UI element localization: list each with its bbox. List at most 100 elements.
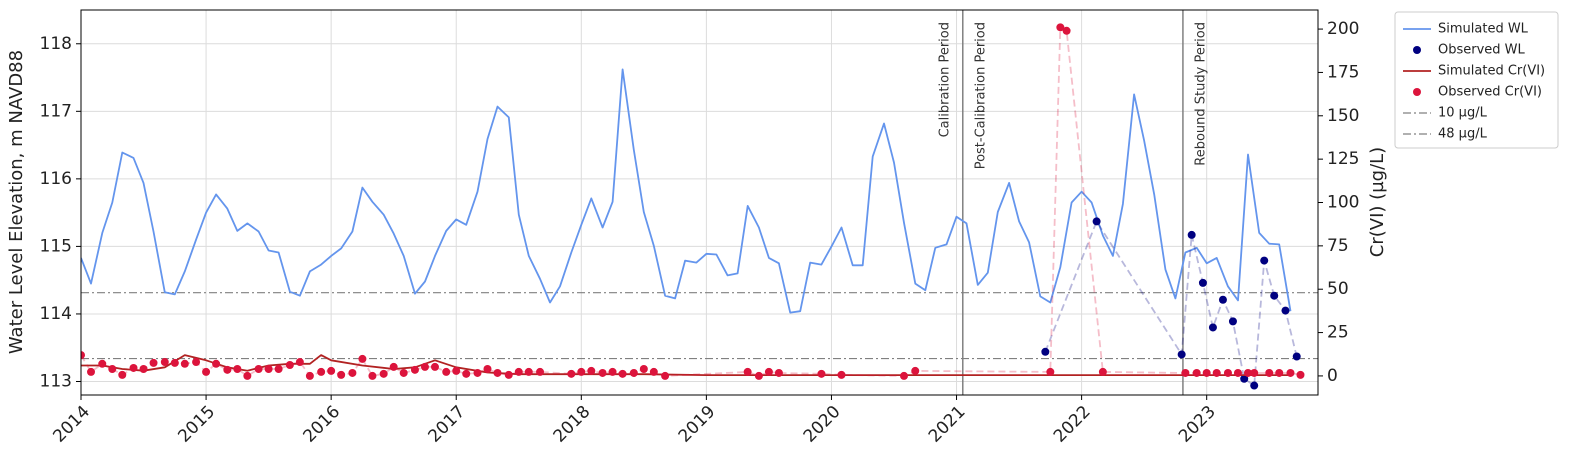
- data-point: [327, 366, 336, 375]
- data-point: [1286, 368, 1295, 377]
- data-point: [1192, 368, 1201, 377]
- data-point: [817, 369, 826, 378]
- data-point: [317, 367, 326, 376]
- legend-label: 48 µg/L: [1438, 127, 1488, 142]
- data-point: [202, 367, 211, 376]
- data-point: [254, 364, 263, 373]
- data-point: [567, 369, 576, 378]
- y2-tick-label: 0: [1327, 366, 1338, 386]
- data-point: [81, 351, 85, 360]
- data-point: [1046, 367, 1055, 376]
- data-point: [1281, 306, 1290, 315]
- data-point: [608, 367, 617, 376]
- data-point: [368, 371, 377, 380]
- data-point: [285, 360, 294, 369]
- data-point: [233, 364, 242, 373]
- data-point: [442, 367, 451, 376]
- data-point: [1041, 347, 1050, 356]
- data-point: [295, 358, 304, 367]
- x-tick-label: 2022: [1050, 402, 1095, 447]
- data-point: [774, 368, 783, 377]
- data-point: [399, 368, 408, 377]
- data-point: [1181, 368, 1190, 377]
- x-tick-label: 2020: [800, 402, 845, 447]
- legend-label: Observed Cr(VI): [1438, 85, 1542, 100]
- y-tick-label: 118: [40, 34, 72, 54]
- data-point: [1208, 323, 1217, 332]
- data-point: [1243, 368, 1252, 377]
- data-point: [264, 364, 273, 373]
- legend-box: [1394, 11, 1559, 149]
- data-point: [1296, 370, 1305, 379]
- x-tick-label: 2016: [299, 402, 344, 447]
- data-point: [192, 358, 201, 367]
- period-label: Post-Calibration Period: [973, 22, 988, 169]
- data-point: [473, 368, 482, 377]
- data-point: [1223, 368, 1232, 377]
- data-point: [493, 368, 502, 377]
- data-point: [410, 365, 419, 374]
- data-point: [1187, 230, 1196, 239]
- data-point: [108, 364, 117, 373]
- y-tick-label: 113: [40, 371, 72, 391]
- data-point: [379, 369, 388, 378]
- data-point: [348, 368, 357, 377]
- legend-label: Simulated WL: [1438, 22, 1529, 37]
- data-point: [598, 368, 607, 377]
- x-tick-label: 2023: [1175, 402, 1220, 447]
- data-point: [420, 362, 429, 371]
- data-point: [577, 367, 586, 376]
- data-point: [452, 366, 461, 375]
- data-point: [118, 370, 127, 379]
- y2-tick-label: 75: [1327, 236, 1349, 256]
- x-tick-label: 2021: [925, 402, 970, 447]
- y2-tick-label: 200: [1327, 19, 1359, 39]
- data-point: [1202, 368, 1211, 377]
- data-point: [305, 371, 314, 380]
- data-point: [1240, 374, 1249, 383]
- y2-tick-label: 150: [1327, 106, 1359, 126]
- data-point: [754, 371, 763, 380]
- data-point: [430, 362, 439, 371]
- data-point: [98, 359, 107, 368]
- legend-label: Simulated Cr(VI): [1438, 64, 1545, 79]
- data-point: [1275, 368, 1284, 377]
- data-point: [212, 359, 221, 368]
- y-tick-label: 117: [40, 101, 72, 121]
- period-label: Rebound Study Period: [1193, 22, 1208, 166]
- data-point: [1198, 278, 1207, 287]
- y-tick-label: 115: [40, 236, 72, 256]
- x-tick-label: 2014: [49, 402, 94, 447]
- data-point: [149, 358, 158, 367]
- data-point: [1228, 317, 1237, 326]
- data-point: [180, 359, 189, 368]
- data-point: [170, 358, 179, 367]
- legend-label: Observed WL: [1438, 43, 1526, 58]
- y-tick-label: 114: [40, 304, 72, 324]
- data-point: [911, 366, 920, 375]
- data-point: [837, 370, 846, 379]
- y2-axis-label: Cr(VI) (µg/L): [1367, 147, 1388, 257]
- data-point: [649, 367, 658, 376]
- grid: [80, 10, 1318, 395]
- data-point: [1177, 350, 1186, 359]
- data-point: [661, 371, 670, 380]
- y2-tick-label: 50: [1327, 279, 1349, 299]
- data-point: [483, 364, 492, 373]
- plot: [81, 10, 1318, 395]
- data-point: [1250, 381, 1259, 390]
- legend-label: 10 µg/L: [1438, 106, 1488, 121]
- data-point: [618, 369, 627, 378]
- period-label: Calibration Period: [937, 22, 952, 137]
- data-point: [139, 364, 148, 373]
- y-tick-label: 116: [40, 169, 72, 189]
- data-point: [1212, 368, 1221, 377]
- legend: Simulated WL Observed WL Simulated Cr(VI) O…: [1403, 22, 1545, 142]
- data-point: [1292, 352, 1301, 361]
- y-axis-label: Water Level Elevation, m NAVD88: [6, 50, 27, 354]
- data-point: [358, 354, 367, 363]
- data-point: [274, 364, 283, 373]
- plot-area: [81, 10, 1318, 395]
